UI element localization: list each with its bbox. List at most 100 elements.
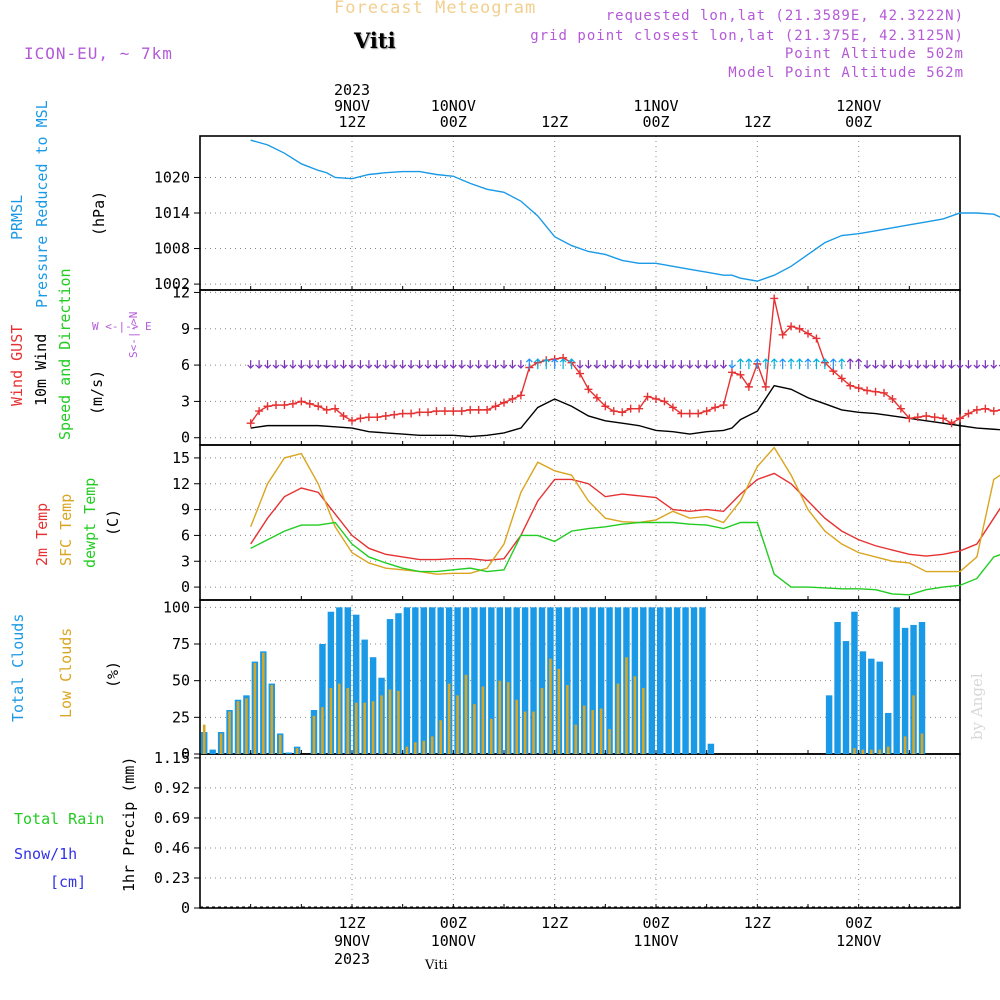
top-time-label: 00Z (440, 113, 467, 131)
wind-direction-arrow (720, 360, 727, 369)
gust-marker (643, 392, 652, 401)
low-cloud-bar (388, 689, 392, 754)
low-cloud-bar (414, 742, 417, 754)
gust-marker (381, 411, 390, 420)
clouds-ytick-label: 50 (172, 672, 190, 690)
pressure-ytick-label: 1014 (154, 204, 190, 222)
low-cloud-bar (599, 708, 603, 754)
gust-marker (592, 393, 601, 402)
total-cloud-bar (471, 607, 478, 754)
low-cloud-bar (245, 698, 248, 754)
gust-marker (263, 402, 272, 411)
wind-direction-arrow (787, 358, 795, 370)
total-cloud-bar (885, 712, 892, 754)
temperature-ytick-label: 9 (181, 501, 190, 519)
wind-direction-arrow (255, 360, 263, 369)
wind-direction-arrow (492, 360, 499, 369)
total-cloud-bar (834, 622, 841, 754)
low-cloud-bar (616, 683, 620, 754)
total-cloud-bar (336, 607, 343, 754)
gust-marker (972, 405, 981, 414)
gust-marker (508, 394, 517, 403)
low-cloud-bar (422, 740, 426, 754)
total-cloud-bar (682, 607, 689, 754)
low-cloud-bar (582, 705, 586, 754)
total-cloud-bar (454, 607, 461, 754)
point-altitude: Point Altitude 502m (784, 46, 964, 62)
precipitation-ytick-label: 0 (181, 899, 190, 917)
wind-direction-arrow (483, 360, 491, 369)
wind-direction-arrow (416, 360, 423, 369)
total-cloud-bar (505, 607, 512, 754)
wind-direction-arrow (863, 360, 871, 369)
temp-line-sfc-temp (250, 446, 1000, 575)
low-cloud-bar (861, 749, 865, 754)
low-cloud-bar (312, 715, 316, 754)
wind-direction-arrow (931, 360, 939, 369)
gust-marker (390, 410, 399, 419)
top-time-label: 11NOV (633, 97, 678, 115)
total-cloud-bar (572, 607, 579, 754)
wind-direction-arrow (399, 360, 407, 369)
gust-marker (618, 408, 627, 417)
gust-marker (398, 409, 407, 418)
pressure-ytick-label: 1002 (154, 275, 190, 293)
gust-marker (685, 409, 694, 418)
low-cloud-bar (236, 701, 240, 754)
low-cloud-bar (490, 718, 493, 754)
gust-marker (246, 419, 255, 428)
gust-marker (500, 398, 508, 407)
gust-marker (314, 402, 323, 411)
gust-marker (956, 414, 964, 423)
wind-direction-arrow (661, 360, 668, 369)
total-cloud-bar (581, 607, 588, 754)
total-cloud-bar (868, 658, 875, 754)
wind-direction-arrow (331, 360, 339, 369)
gust-marker (601, 402, 610, 411)
wind-direction-arrow (407, 360, 415, 369)
gust-marker (483, 405, 492, 414)
gust-marker (677, 409, 686, 418)
wind-direction-arrow (905, 360, 913, 369)
low-cloud-bar (642, 688, 645, 754)
top-time-label: 12Z (744, 113, 771, 131)
low-cloud-bar (456, 695, 459, 754)
total-cloud-bar (395, 613, 402, 754)
low-cloud-bar (591, 710, 594, 754)
precipitation-ytick-label: 0.92 (154, 779, 190, 797)
low-cloud-bar (430, 736, 434, 754)
low-cloud-bar (870, 749, 873, 754)
wind-direction-arrow (297, 360, 305, 369)
gust-marker (863, 386, 872, 395)
top-time-label: 2023 (334, 81, 370, 99)
bottom-time-label: 11NOV (633, 932, 678, 950)
wind-direction-arrow (348, 360, 356, 369)
low-cloud-bar (354, 702, 358, 754)
low-cloud-bar (557, 668, 561, 754)
wind-direction-arrow (694, 360, 702, 369)
wind-ytick-label: 3 (181, 392, 190, 410)
total-cloud-bar (673, 607, 681, 754)
gust-marker (905, 414, 914, 423)
low-cloud-bar (853, 748, 856, 754)
total-cloud-bar (209, 749, 216, 754)
low-cloud-bar (397, 690, 400, 754)
total-cloud-bar (521, 607, 529, 754)
pressure-line-prmsl (250, 139, 1000, 282)
clouds-ytick-label: 75 (172, 635, 190, 653)
wind-direction-arrow (939, 360, 947, 369)
wind-direction-arrow (914, 360, 922, 369)
low-cloud-bar (633, 676, 637, 754)
temp-line-dewpt-temp (250, 521, 1000, 596)
wind-direction-arrow (323, 360, 331, 369)
gust-marker (694, 409, 703, 418)
total-cloud-bar (690, 607, 698, 754)
total-cloud-bar (344, 607, 351, 754)
clouds-ytick-label: 0 (181, 745, 190, 763)
clouds-ytick-label: 100 (163, 598, 190, 616)
gust-marker (888, 394, 897, 403)
wind-direction-arrow (711, 360, 719, 369)
bottom-time-label: 12Z (744, 914, 771, 932)
temperature-ytick-label: 12 (172, 475, 190, 493)
low-cloud-bar (228, 711, 231, 754)
